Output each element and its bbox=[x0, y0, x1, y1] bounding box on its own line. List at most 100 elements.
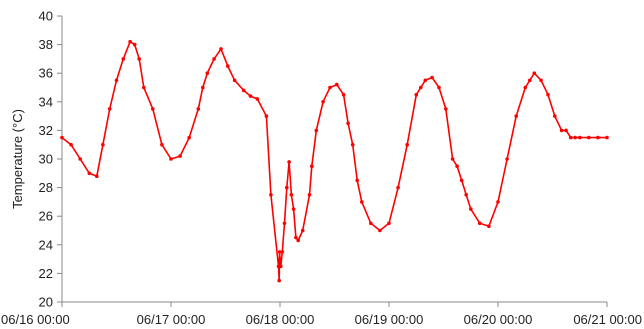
data-point bbox=[587, 135, 591, 140]
data-point bbox=[282, 221, 287, 226]
data-point bbox=[264, 114, 269, 118]
data-point bbox=[487, 224, 491, 228]
data-point bbox=[605, 135, 609, 140]
data-point bbox=[60, 135, 64, 140]
data-point bbox=[226, 64, 230, 68]
data-point bbox=[539, 78, 543, 83]
y-tick-label: 40 bbox=[39, 9, 53, 24]
data-point bbox=[128, 39, 132, 44]
y-tick-label: 24 bbox=[39, 237, 53, 252]
data-point bbox=[355, 178, 360, 183]
data-point bbox=[378, 228, 382, 233]
data-point bbox=[160, 142, 164, 147]
data-point bbox=[414, 92, 419, 97]
data-point bbox=[532, 71, 537, 75]
y-tick-label: 30 bbox=[39, 152, 53, 167]
data-point bbox=[369, 221, 373, 226]
data-point bbox=[505, 157, 509, 161]
data-point bbox=[294, 235, 298, 240]
data-point bbox=[232, 78, 237, 83]
data-point bbox=[307, 193, 312, 197]
data-point bbox=[450, 157, 455, 161]
data-point bbox=[350, 142, 355, 147]
data-point bbox=[396, 185, 400, 190]
y-tick-label: 28 bbox=[39, 180, 53, 195]
data-point bbox=[310, 164, 314, 168]
data-point bbox=[169, 157, 173, 161]
data-point bbox=[255, 97, 260, 101]
y-tick-label: 26 bbox=[39, 209, 53, 224]
data-point bbox=[341, 92, 346, 97]
data-point bbox=[328, 85, 332, 90]
data-point bbox=[360, 200, 364, 204]
x-tick-label: 06/19 00:00 bbox=[355, 312, 424, 327]
data-point bbox=[496, 200, 500, 204]
data-point bbox=[430, 75, 434, 80]
temperature-line bbox=[61, 40, 607, 282]
y-tick-label: 22 bbox=[39, 266, 53, 281]
data-point bbox=[107, 107, 112, 111]
data-point bbox=[296, 238, 301, 243]
data-point bbox=[346, 121, 350, 126]
data-point bbox=[212, 57, 216, 61]
data-point bbox=[287, 160, 291, 164]
data-point bbox=[205, 71, 210, 75]
data-point bbox=[219, 47, 223, 51]
data-point bbox=[137, 57, 141, 61]
x-tick-label: 06/20 00:00 bbox=[464, 312, 533, 327]
data-point bbox=[178, 154, 182, 158]
data-point bbox=[241, 88, 246, 93]
data-point bbox=[387, 221, 391, 226]
data-point bbox=[455, 164, 459, 168]
y-tick-label: 38 bbox=[39, 37, 53, 52]
data-point bbox=[444, 107, 448, 111]
data-point bbox=[564, 128, 568, 133]
data-point bbox=[469, 207, 473, 211]
y-tick-label: 36 bbox=[39, 66, 53, 81]
y-tick-label: 32 bbox=[39, 123, 53, 138]
data-point bbox=[248, 94, 253, 98]
data-point bbox=[568, 135, 573, 140]
data-point bbox=[291, 207, 296, 211]
data-point bbox=[114, 78, 119, 83]
data-point bbox=[423, 78, 428, 83]
x-tick-label: 06/17 00:00 bbox=[137, 312, 206, 327]
data-point bbox=[419, 85, 423, 90]
x-tick-label: 06/18 00:00 bbox=[246, 312, 315, 327]
data-point bbox=[528, 78, 532, 83]
data-point bbox=[523, 85, 528, 90]
data-point bbox=[553, 114, 557, 118]
data-point bbox=[464, 193, 469, 197]
data-point bbox=[151, 107, 155, 111]
data-point bbox=[405, 142, 410, 147]
y-tick-label: 20 bbox=[39, 295, 53, 310]
data-point bbox=[285, 185, 289, 190]
data-point bbox=[277, 278, 282, 283]
data-point bbox=[101, 142, 105, 147]
data-point bbox=[573, 135, 577, 140]
data-point bbox=[546, 92, 550, 97]
data-point bbox=[559, 128, 564, 133]
data-point bbox=[196, 107, 201, 111]
data-point bbox=[279, 264, 283, 269]
x-tick-label: 06/16 00:00 bbox=[1, 312, 70, 327]
data-point bbox=[578, 135, 582, 140]
y-tick-label: 34 bbox=[39, 94, 53, 109]
data-point bbox=[321, 100, 325, 104]
y-axis: 20 22 24 26 28 30 32 34 36 38 40 bbox=[39, 9, 63, 310]
data-point bbox=[87, 171, 92, 176]
data-point bbox=[437, 85, 441, 90]
data-point bbox=[95, 174, 99, 178]
data-point bbox=[201, 85, 205, 90]
data-point bbox=[132, 42, 137, 47]
data-point bbox=[478, 221, 482, 226]
data-point bbox=[121, 57, 126, 61]
data-point bbox=[459, 178, 464, 183]
data-point bbox=[78, 157, 82, 161]
y-axis-title: Temperature (°C) bbox=[10, 109, 25, 209]
data-point bbox=[69, 142, 73, 147]
data-point bbox=[278, 257, 282, 261]
data-point bbox=[277, 250, 282, 254]
data-point bbox=[314, 128, 319, 133]
